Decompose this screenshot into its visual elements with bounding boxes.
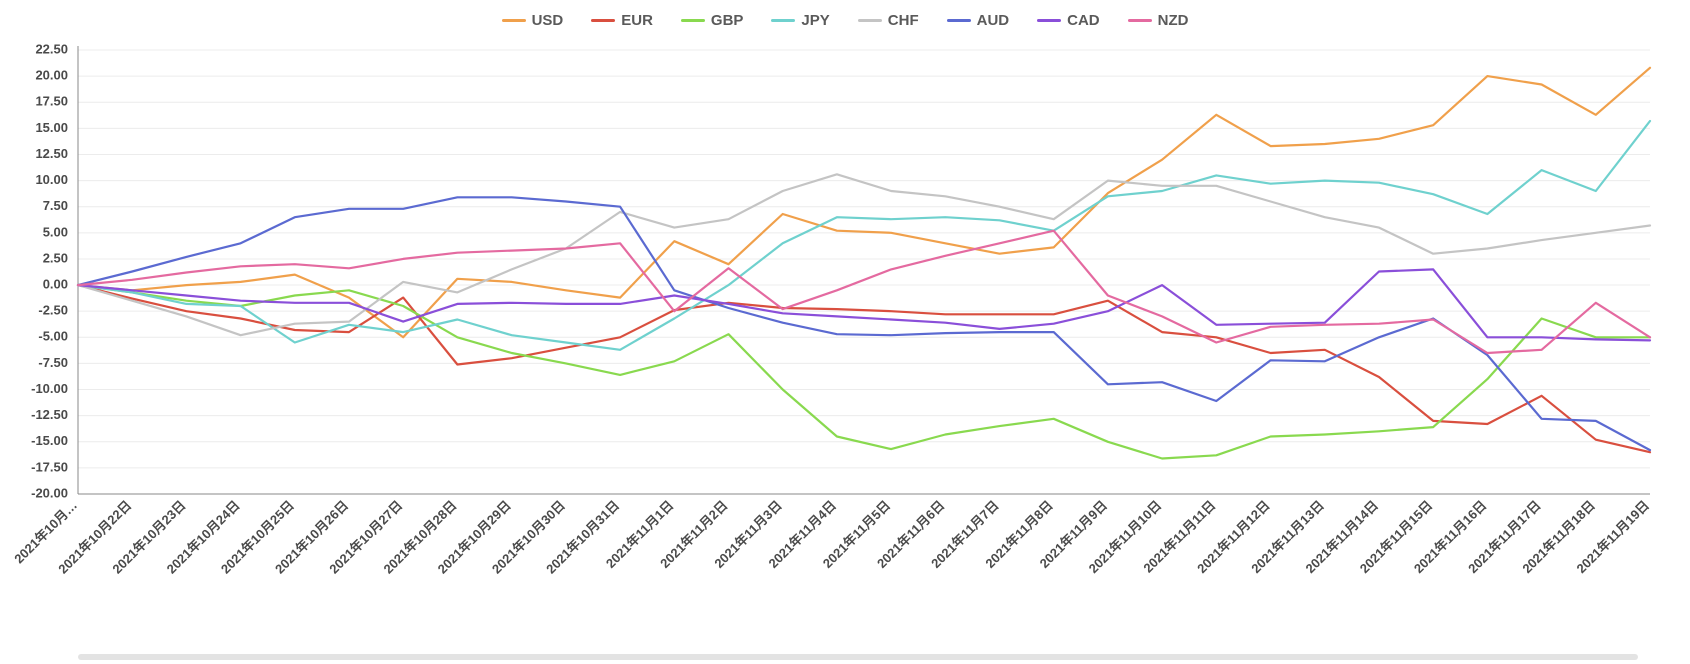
series-line-usd (78, 68, 1650, 338)
y-tick-label: -20.00 (31, 485, 68, 500)
y-tick-label: -2.50 (38, 303, 68, 318)
legend-item-eur[interactable]: EUR (591, 12, 653, 29)
y-tick-label: 2.50 (43, 250, 68, 265)
legend-label: NZD (1158, 12, 1189, 29)
y-tick-label: 17.50 (35, 94, 68, 109)
legend-swatch (591, 19, 615, 22)
legend-item-jpy[interactable]: JPY (771, 12, 829, 29)
legend-swatch (1128, 19, 1152, 22)
legend-label: EUR (621, 12, 653, 29)
legend-label: USD (532, 12, 564, 29)
y-tick-label: 10.00 (35, 172, 68, 187)
legend-item-gbp[interactable]: GBP (681, 12, 744, 29)
y-tick-label: -15.00 (31, 433, 68, 448)
y-tick-label: -12.50 (31, 407, 68, 422)
legend-label: AUD (977, 12, 1010, 29)
x-scrollbar-track[interactable] (78, 654, 1638, 660)
series-line-jpy (78, 121, 1650, 350)
y-tick-label: 5.00 (43, 224, 68, 239)
legend-swatch (1037, 19, 1061, 22)
legend-label: CAD (1067, 12, 1100, 29)
y-tick-label: -7.50 (38, 355, 68, 370)
legend-swatch (947, 19, 971, 22)
y-tick-label: -10.00 (31, 381, 68, 396)
y-tick-label: 15.00 (35, 120, 68, 135)
y-tick-label: 22.50 (35, 41, 68, 56)
legend-swatch (681, 19, 705, 22)
legend-label: JPY (801, 12, 829, 29)
legend-swatch (771, 19, 795, 22)
y-tick-label: 20.00 (35, 68, 68, 83)
legend-item-nzd[interactable]: NZD (1128, 12, 1189, 29)
y-tick-label: -17.50 (31, 459, 68, 474)
legend-swatch (502, 19, 526, 22)
legend-item-aud[interactable]: AUD (947, 12, 1010, 29)
chart-plot-area: 22.50 20.00 17.50 15.00 12.50 10.00 7.50 5.00 2.… (0, 0, 1690, 664)
y-tick-label: 0.00 (43, 276, 68, 291)
currency-line-chart: USD EUR GBP JPY CHF AUD CAD NZD 22.50 20.00 17.50… (0, 0, 1690, 664)
series-group (78, 68, 1650, 459)
legend-item-chf[interactable]: CHF (858, 12, 919, 29)
chart-legend: USD EUR GBP JPY CHF AUD CAD NZD (0, 12, 1690, 29)
legend-item-usd[interactable]: USD (502, 12, 564, 29)
series-line-eur (78, 285, 1650, 452)
legend-label: CHF (888, 12, 919, 29)
y-tick-label: 7.50 (43, 198, 68, 213)
legend-swatch (858, 19, 882, 22)
legend-item-cad[interactable]: CAD (1037, 12, 1100, 29)
x-axis-labels: 2021年10月…2021年10月22日2021年10月23日2021年10月2… (11, 498, 1652, 577)
y-tick-label: -5.00 (38, 329, 68, 344)
y-tick-label: 12.50 (35, 146, 68, 161)
y-axis-labels: 22.50 20.00 17.50 15.00 12.50 10.00 7.50 5.00 2.… (31, 41, 68, 500)
legend-label: GBP (711, 12, 744, 29)
